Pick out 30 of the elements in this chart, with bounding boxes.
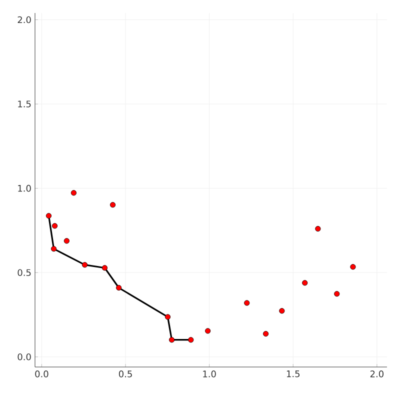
point: [116, 284, 122, 291]
point: [244, 300, 250, 306]
y-tick-label: 0.5: [18, 269, 31, 276]
x-tick-label: 1.5: [286, 370, 300, 378]
x-tick-label: 1.0: [203, 370, 216, 378]
point: [70, 190, 77, 196]
point: [279, 308, 285, 314]
x-tick-label: 2.0: [370, 370, 384, 378]
point: [188, 337, 194, 343]
point: [315, 226, 321, 232]
point: [263, 330, 269, 337]
x-tick-label: 0.5: [118, 370, 132, 378]
point: [102, 265, 108, 271]
point: [334, 291, 340, 297]
y-tick-label: 0.0: [18, 353, 31, 360]
y-tick-label: 2.0: [18, 16, 31, 24]
point: [205, 328, 211, 334]
y-tick-label: 1.0: [18, 184, 31, 192]
point: [110, 202, 116, 208]
x-tick-label: 0.0: [35, 370, 48, 378]
point: [52, 223, 58, 229]
point: [64, 238, 70, 244]
y-tick-label: 1.5: [18, 100, 31, 108]
point: [168, 337, 175, 343]
point: [46, 212, 52, 219]
point: [82, 262, 88, 268]
point: [50, 246, 57, 252]
point: [350, 264, 356, 270]
point: [164, 314, 171, 320]
point: [302, 280, 308, 286]
